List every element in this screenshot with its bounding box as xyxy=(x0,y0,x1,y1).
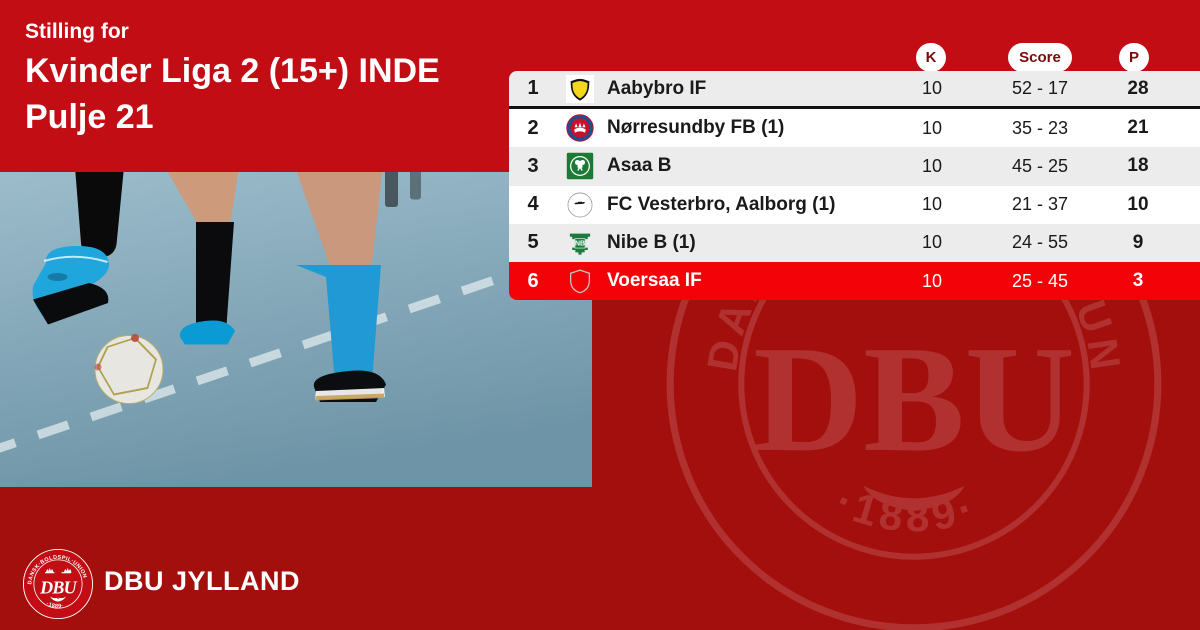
svg-text:NB: NB xyxy=(574,241,584,248)
svg-text:DBU: DBU xyxy=(753,314,1075,483)
svg-text:DBU: DBU xyxy=(39,578,78,598)
